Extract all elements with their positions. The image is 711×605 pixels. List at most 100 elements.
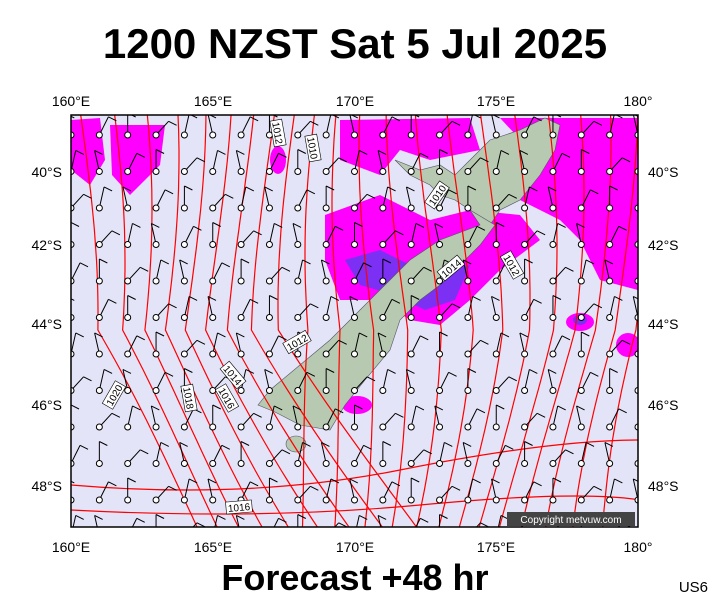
- barb-flag: [217, 332, 226, 338]
- barb-flag: [130, 115, 136, 118]
- barb-flag: [310, 303, 319, 309]
- barb-shaft: [212, 332, 218, 355]
- barb-flag: [330, 296, 340, 301]
- barb-flag: [71, 115, 75, 119]
- barb-station: [379, 387, 387, 394]
- barb-flag: [196, 157, 206, 163]
- barb-flag: [585, 259, 595, 265]
- barb-station: [464, 204, 472, 212]
- barb-flag: [278, 152, 287, 158]
- barb-station: [322, 168, 330, 175]
- barb-flag: [240, 258, 250, 264]
- barb-shaft: [131, 518, 138, 527]
- barb-flag: [547, 186, 557, 192]
- barb-station: [436, 314, 444, 321]
- barb-flag: [281, 266, 291, 272]
- barb-station: [521, 241, 529, 248]
- barb-station: [180, 168, 188, 175]
- barb-shaft: [434, 405, 441, 428]
- barb-station: [379, 131, 387, 139]
- barb-flag: [508, 193, 518, 199]
- barb-flag: [524, 258, 533, 264]
- barb-flag: [621, 157, 631, 163]
- lat-label: 44°S: [31, 316, 62, 332]
- barb-station: [294, 423, 302, 431]
- barb-flag: [359, 150, 368, 155]
- barb-flag: [491, 478, 500, 484]
- barb-shaft: [519, 150, 526, 172]
- barb-shaft: [240, 186, 247, 209]
- barb-flag: [637, 405, 638, 406]
- barb-shaft: [127, 405, 133, 428]
- copyright-box: [507, 512, 635, 526]
- barb-flag: [236, 515, 245, 520]
- barb-flag: [505, 444, 514, 450]
- barb-station: [95, 204, 103, 212]
- barb-flag: [576, 223, 585, 228]
- barb-shaft: [264, 186, 270, 209]
- barb-shaft: [405, 369, 412, 391]
- barb-shaft: [547, 186, 554, 209]
- barb-flag: [236, 332, 245, 338]
- barb-flag: [590, 189, 599, 195]
- lon-label: 175°E: [477, 539, 515, 555]
- isobar: [71, 439, 638, 491]
- barb-flag: [71, 480, 75, 484]
- barb-station: [238, 534, 244, 540]
- barb-station: [436, 131, 444, 139]
- barb-flag: [188, 478, 198, 484]
- barb-station: [180, 496, 188, 504]
- barb-flag: [462, 442, 472, 447]
- isobar: [358, 115, 375, 527]
- isobar-label-box: [499, 250, 525, 280]
- isobar-label: 1016: [228, 502, 252, 515]
- barb-flag: [196, 339, 206, 345]
- barb-flag: [217, 515, 226, 520]
- barb-flag: [472, 478, 481, 484]
- barb-station: [237, 350, 245, 358]
- barb-shaft: [439, 442, 445, 464]
- barb-shaft: [214, 515, 218, 527]
- barb-flag: [480, 157, 489, 163]
- barb-station: [492, 168, 500, 175]
- barb-station: [351, 350, 358, 358]
- barb-flag: [108, 481, 117, 487]
- lat-label: 42°S: [648, 237, 679, 253]
- barb-station: [294, 387, 302, 394]
- barb-station: [407, 168, 415, 175]
- barb-station: [153, 534, 159, 540]
- barb-flag: [221, 444, 231, 450]
- barb-flag: [363, 262, 372, 268]
- barb-flag: [519, 332, 529, 338]
- barb-shaft: [273, 518, 279, 527]
- barb-flag: [581, 149, 590, 154]
- isobar-label-box: [214, 383, 240, 413]
- barb-flag: [212, 404, 221, 410]
- barb-shaft: [94, 332, 100, 355]
- barb-station: [209, 423, 217, 431]
- barb-station: [436, 496, 444, 504]
- barb-station: [322, 131, 330, 139]
- barb-station: [521, 314, 529, 321]
- barb-flag: [561, 152, 571, 158]
- barb-shaft: [604, 442, 611, 464]
- barb-flag: [272, 115, 278, 118]
- barb-station: [124, 423, 132, 431]
- barb-station: [407, 314, 415, 321]
- barb-flag: [273, 223, 283, 228]
- barb-station: [209, 204, 217, 212]
- barb-flag: [249, 298, 259, 304]
- barb-shaft: [491, 478, 497, 501]
- barb-station: [209, 387, 217, 394]
- barb-flag: [184, 185, 193, 191]
- barb-flag: [83, 376, 92, 382]
- barb-flag: [164, 371, 174, 377]
- barb-station: [606, 168, 614, 175]
- isobar: [301, 115, 316, 527]
- isobar: [164, 115, 263, 527]
- barb-station: [95, 241, 103, 248]
- barb-shaft: [320, 259, 327, 282]
- barb-flag: [476, 408, 486, 414]
- lat-label: 46°S: [31, 397, 62, 413]
